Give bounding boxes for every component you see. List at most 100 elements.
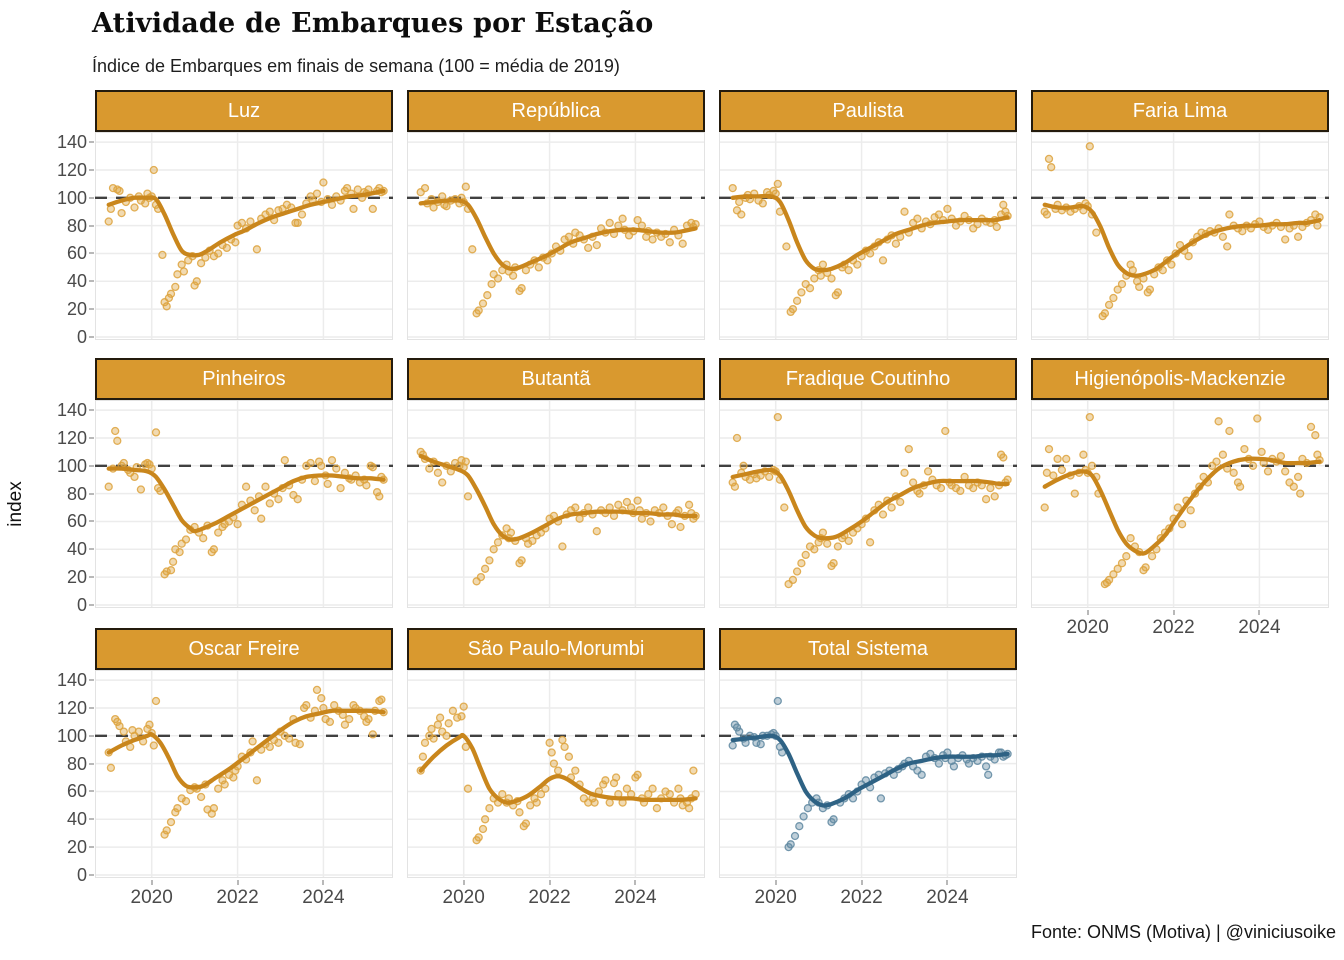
x-tick-label: 2022 [528,887,571,908]
data-point [106,763,116,772]
data-point [115,721,124,731]
data-point [949,762,959,771]
x-tick-label: 2020 [130,887,173,908]
data-point [592,240,601,250]
data-point [665,790,674,799]
facet-chart-luz [95,132,393,340]
data-point [1177,520,1187,529]
data-point [956,486,965,496]
data-point [209,545,219,554]
data-point [633,215,642,225]
data-point [592,527,601,536]
data-point [160,830,169,839]
data-point [113,717,122,727]
data-point [1135,282,1144,292]
data-point [252,245,262,254]
data-point [547,748,556,757]
data-point [1042,210,1052,219]
data-point [364,714,373,724]
facet-strip-paulista: Paulista [719,90,1017,132]
data-point [799,812,808,821]
y-tick-label: 140 [56,670,87,691]
data-point [1053,454,1062,464]
trend-line [1042,202,1322,278]
data-point [829,815,838,824]
data-point [463,784,473,793]
y-tick-mark [89,196,94,199]
data-point [1057,465,1067,475]
x-tick-mark [322,880,325,885]
x-tick-label: 2022 [840,887,883,908]
data-point [674,784,683,793]
data-point [252,776,262,785]
y-tick-mark [89,576,94,579]
y-tick-mark [89,520,94,523]
facet-strip-total-sistema: Total Sistema [719,628,1017,670]
data-point [665,238,674,247]
facet-strip-luz: Luz [95,90,393,132]
data-point [319,178,328,187]
y-tick-label: 60 [66,243,87,264]
data-point [992,222,1001,232]
y-tick-mark [89,846,94,849]
facet-strip-butanta: Butantã [407,358,705,400]
data-point [765,472,774,482]
data-point [332,464,341,473]
data-point [433,720,443,729]
data-point [1062,454,1071,464]
data-point [130,203,139,212]
data-point [521,819,531,828]
trend-line [418,453,698,542]
data-point [560,235,569,244]
data-point [614,500,623,509]
data-point [181,797,191,806]
y-tick-label: 80 [66,753,87,774]
y-tick-label: 0 [76,594,87,615]
data-point [541,784,550,793]
data-point [1117,559,1127,568]
data-point [474,306,483,315]
y-tick-mark [89,464,94,467]
facet-chart-oscar-freire [95,670,393,878]
data-point [981,495,991,504]
y-tick-label: 120 [56,697,87,718]
data-point [104,482,113,491]
data-point [427,724,436,734]
data-point [306,458,315,468]
data-point [1040,503,1049,512]
data-point [349,204,358,214]
data-point [1049,471,1058,480]
caption: Fonte: ONMS (Motiva) | @viniciusoike [1030,922,1336,942]
data-point [611,773,621,782]
data-point [1233,478,1243,487]
data-point [323,479,332,489]
data-point [241,482,251,491]
data-point [420,183,430,193]
data-point [599,780,608,789]
data-point [633,496,642,505]
data-point [485,556,494,565]
data-point [166,566,176,575]
data-point [498,790,507,799]
data-point [844,266,853,275]
data-point [166,817,176,827]
data-point [1167,260,1176,269]
facet-chart-sao-paulo-morumbi [407,670,705,878]
data-point [362,481,371,490]
data-point [917,770,926,779]
data-point [795,822,804,831]
data-point [827,274,836,283]
data-point [667,520,677,529]
y-tick-label: 120 [56,159,87,180]
data-point [829,559,838,568]
y-tick-label: 60 [66,781,87,802]
x-tick-label: 2024 [302,887,345,908]
data-point [981,762,991,771]
data-point [375,492,384,501]
data-point [788,575,798,585]
x-tick-mark [150,880,153,885]
facet-strip-sao-paulo-morumbi: São Paulo-Morumbi [407,628,705,670]
data-point [571,503,580,512]
data-point [368,730,377,739]
y-tick-label: 40 [66,539,87,560]
